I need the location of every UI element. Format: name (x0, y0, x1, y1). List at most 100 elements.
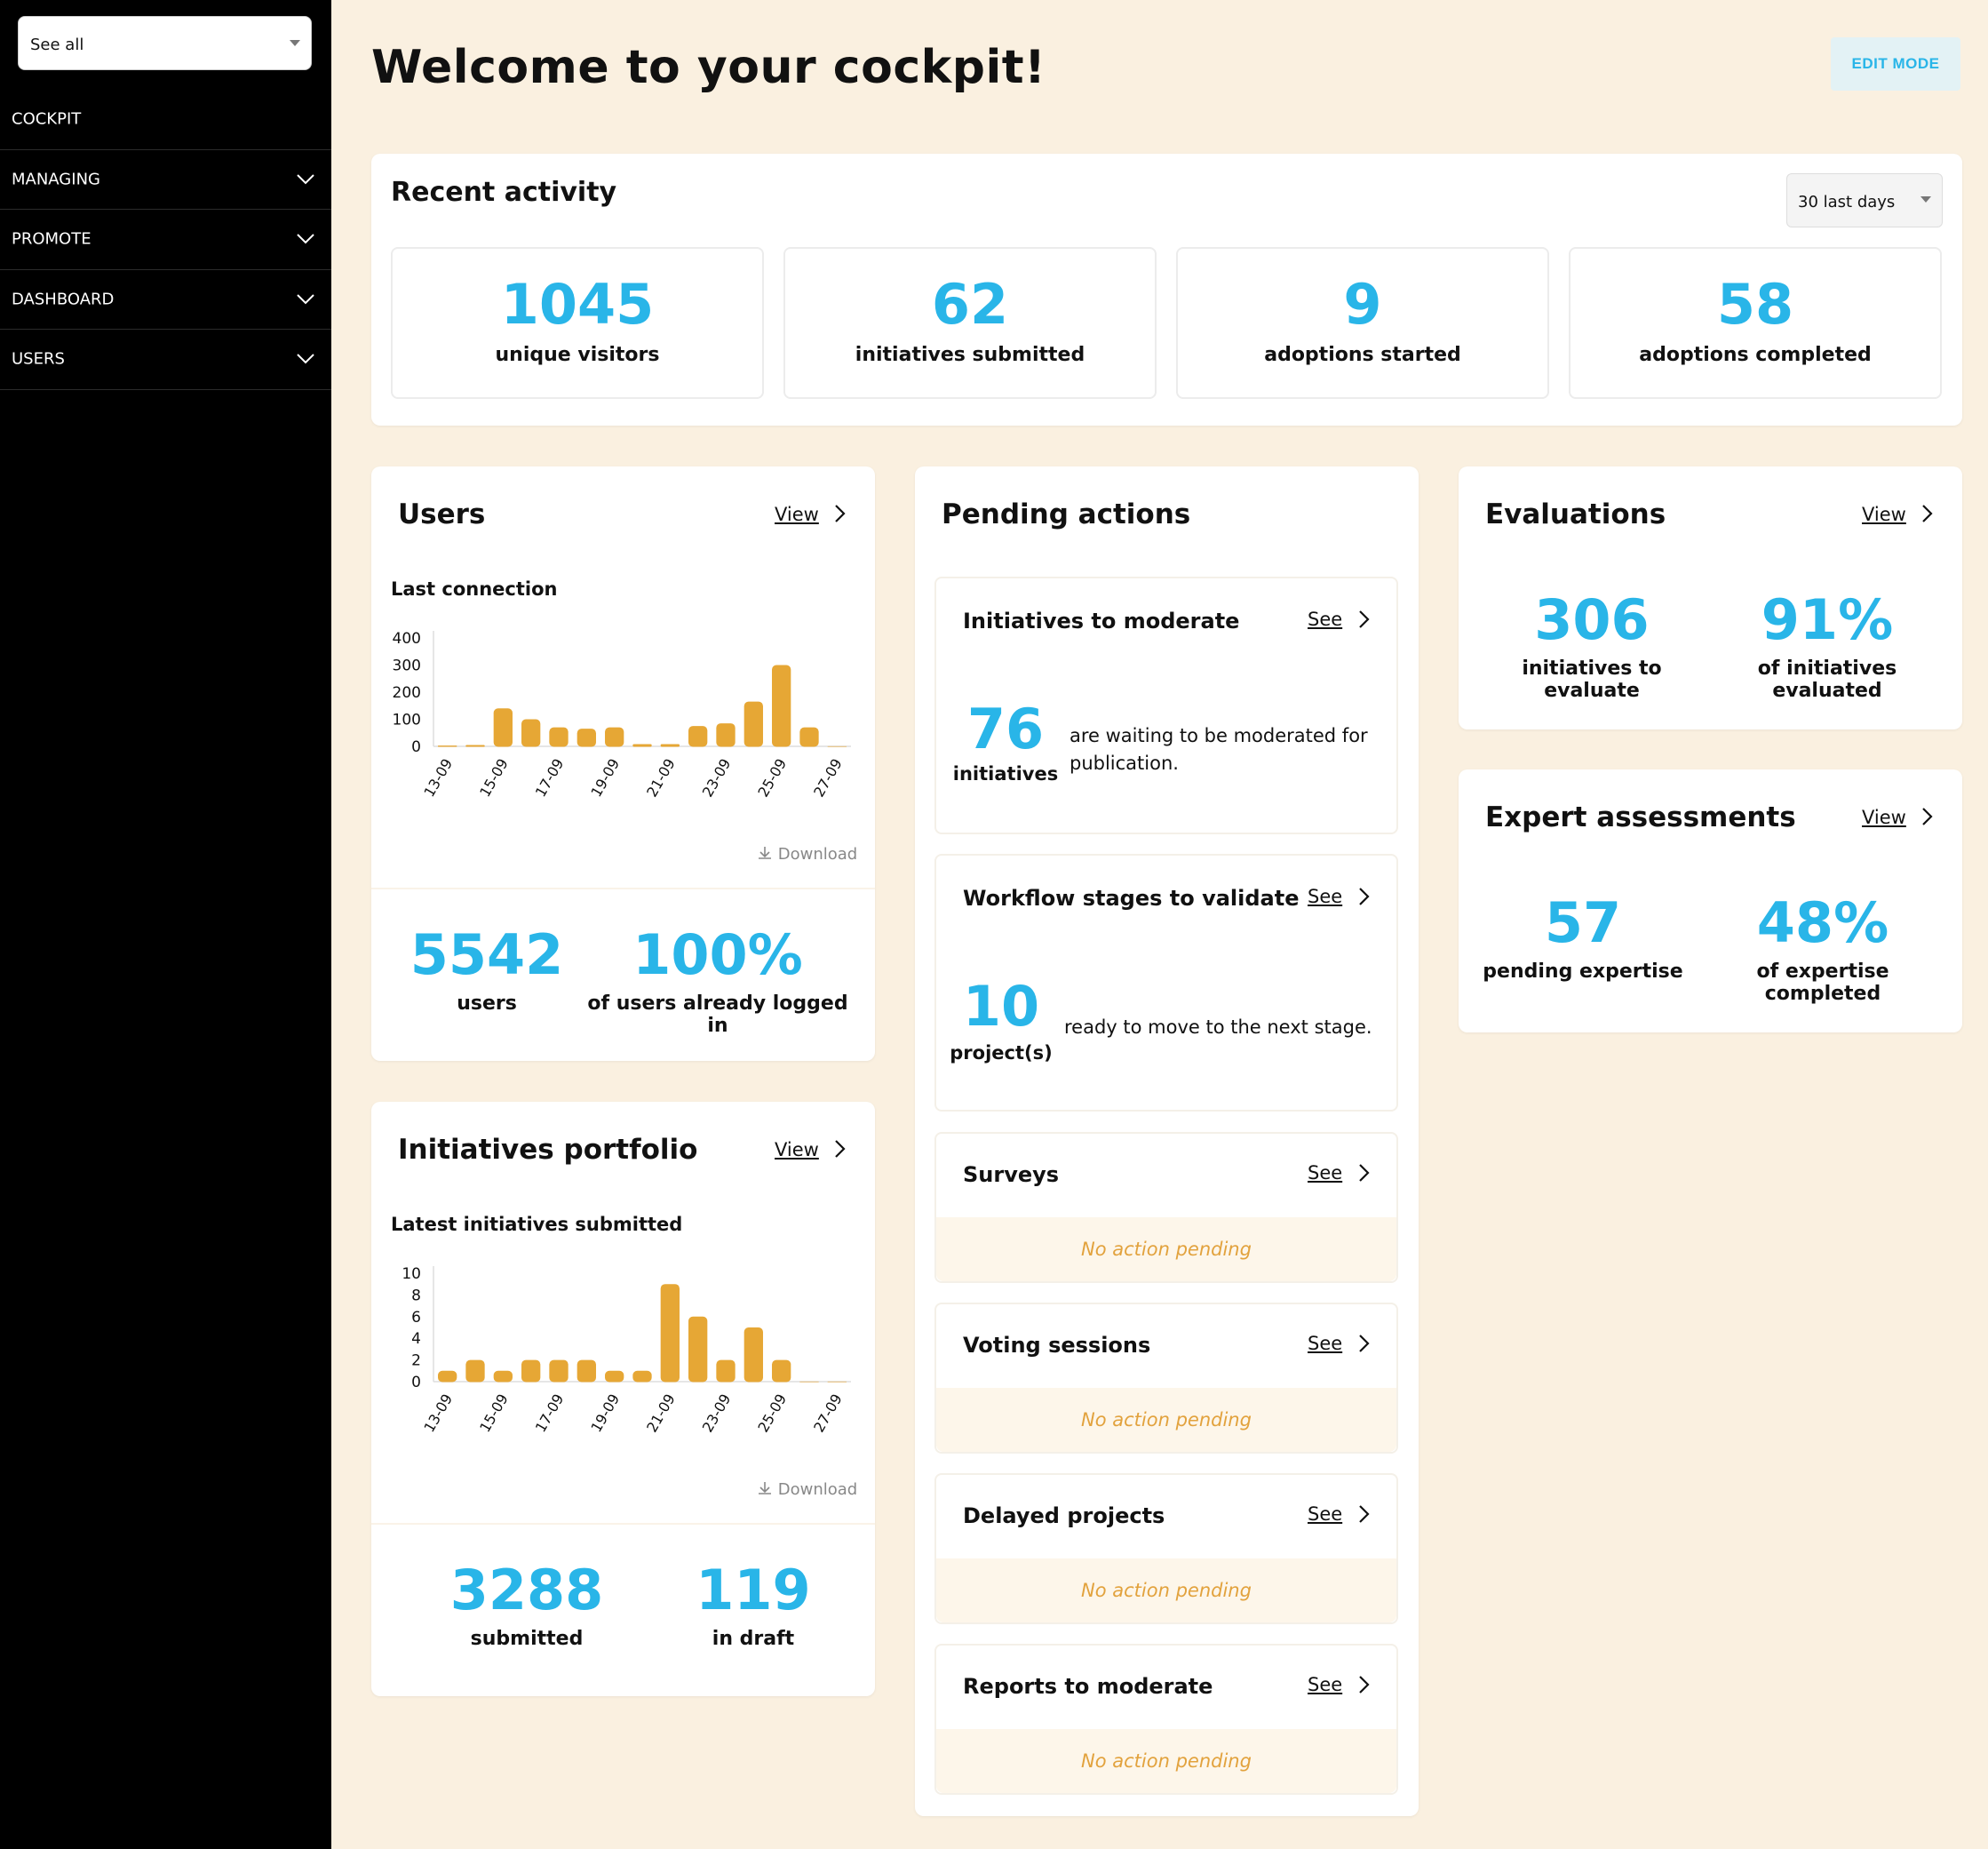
stat-initiatives-submitted: 62 initiatives submitted (783, 247, 1157, 399)
chevron-down-icon (297, 354, 314, 364)
evaluations-card: Evaluations View 306 initiatives to eval… (1459, 466, 1962, 729)
bar-14-09 (465, 1359, 485, 1383)
users-download-button[interactable]: Download (757, 845, 857, 864)
surveys-see-link[interactable]: See (1308, 1162, 1343, 1184)
y-tick-label: 4 (411, 1330, 421, 1348)
edit-mode-button[interactable]: EDIT MODE (1831, 37, 1960, 91)
evaluated-value: 91% (1761, 587, 1894, 652)
delayed-see-link[interactable]: See (1308, 1503, 1343, 1525)
section-title: Initiatives to moderate (963, 609, 1240, 634)
y-tick-label: 10 (402, 1265, 421, 1283)
users-count-label: users (457, 992, 517, 1015)
divider (371, 888, 875, 889)
chevron-right-icon (1359, 1164, 1370, 1182)
bar-22-09 (688, 1316, 708, 1383)
x-tick-label: 25-09 (754, 1391, 790, 1436)
workflow-see-link[interactable]: See (1308, 886, 1343, 907)
section-title: Voting sessions (963, 1333, 1151, 1358)
sidebar-item-cockpit[interactable]: COCKPIT (0, 90, 331, 150)
bar-22-09 (688, 726, 708, 747)
chevron-down-icon (297, 174, 314, 185)
pending-delayed-section: Delayed projects See No action pending (934, 1473, 1398, 1624)
stat-value: 58 (1716, 272, 1794, 337)
chevron-right-icon (1359, 1505, 1370, 1523)
sidebar-item-label: PROMOTE (12, 229, 91, 249)
bar-19-09 (605, 727, 624, 747)
sidebar-item-dashboard[interactable]: DASHBOARD (0, 270, 331, 330)
divider (371, 1523, 875, 1525)
pending-title: Pending actions (942, 498, 1191, 530)
page-title: Welcome to your cockpit! (371, 41, 1046, 94)
y-tick-label: 100 (393, 712, 421, 729)
y-tick-label: 0 (411, 738, 421, 756)
bar-13-09 (438, 1370, 457, 1383)
x-tick-label: 21-09 (643, 756, 679, 801)
users-logged-label: of users already logged in (587, 992, 848, 1037)
stat-label: initiatives submitted (855, 344, 1085, 366)
chevron-right-icon (1359, 888, 1370, 905)
period-select[interactable]: 30 last days (1786, 173, 1943, 227)
x-tick-label: 13-09 (420, 1391, 456, 1436)
voting-see-link[interactable]: See (1308, 1333, 1343, 1354)
evaluations-view-link[interactable]: View (1862, 504, 1906, 525)
recent-activity-title: Recent activity (391, 177, 617, 208)
evaluate-label: initiatives to evaluate (1522, 658, 1662, 702)
sidebar-item-managing[interactable]: MANAGING (0, 150, 331, 210)
users-view-link[interactable]: View (775, 504, 819, 525)
bar-17-09 (549, 727, 569, 747)
pending-surveys-section: Surveys See No action pending (934, 1132, 1398, 1283)
portfolio-chart-label: Latest initiatives submitted (391, 1214, 683, 1235)
x-tick-label: 19-09 (587, 1391, 623, 1436)
y-tick-label: 8 (411, 1287, 421, 1304)
bar-26-09 (799, 1381, 819, 1383)
x-tick-label: 23-09 (699, 756, 735, 801)
bar-16-09 (521, 719, 541, 747)
users-logged-value: 100% (632, 922, 803, 987)
download-icon (759, 847, 771, 859)
moderate-unit: initiatives (952, 763, 1059, 785)
moderate-see-link[interactable]: See (1308, 609, 1343, 630)
reports-see-link[interactable]: See (1308, 1674, 1343, 1695)
initiatives-portfolio-card: Initiatives portfolio View Latest initia… (371, 1102, 875, 1696)
pending-expertise-value: 57 (1544, 890, 1622, 955)
x-tick-label: 15-09 (476, 1391, 512, 1436)
chevron-right-icon (1359, 610, 1370, 628)
x-tick-label: 21-09 (643, 1391, 679, 1436)
x-tick-label: 25-09 (754, 756, 790, 801)
section-title: Workflow stages to validate (963, 886, 1300, 911)
download-icon (759, 1482, 771, 1494)
bar-13-09 (438, 745, 457, 747)
x-tick-label: 27-09 (810, 756, 846, 801)
users-count-value: 5542 (410, 922, 564, 987)
x-tick-label: 19-09 (587, 756, 623, 801)
bar-24-09 (744, 1327, 763, 1383)
stat-label: adoptions completed (1639, 344, 1872, 366)
portfolio-download-button[interactable]: Download (757, 1480, 857, 1499)
empty-state: No action pending (936, 1388, 1396, 1452)
expert-title: Expert assessments (1485, 801, 1796, 833)
sidebar-item-promote[interactable]: PROMOTE (0, 210, 331, 270)
bar-25-09 (772, 1359, 791, 1383)
x-tick-label: 17-09 (532, 1391, 568, 1436)
expert-view-link[interactable]: View (1862, 807, 1906, 828)
portfolio-view-link[interactable]: View (775, 1139, 819, 1160)
draft-value: 119 (696, 1558, 811, 1622)
x-tick-label: 17-09 (532, 756, 568, 801)
scope-select[interactable]: See all (18, 16, 312, 70)
bar-21-09 (660, 1284, 680, 1383)
bar-20-09 (632, 1370, 652, 1383)
pending-workflow-section: Workflow stages to validate See 10 proje… (934, 854, 1398, 1112)
sidebar-item-label: MANAGING (12, 170, 100, 189)
sidebar-item-users[interactable]: USERS (0, 330, 331, 390)
x-tick-label: 27-09 (810, 1391, 846, 1436)
stat-label: unique visitors (495, 344, 660, 366)
stat-adoptions-completed: 58 adoptions completed (1569, 247, 1942, 399)
empty-state: No action pending (936, 1558, 1396, 1622)
chevron-right-icon (1922, 808, 1933, 825)
empty-state: No action pending (936, 1729, 1396, 1793)
users-chart-label: Last connection (391, 578, 558, 600)
chevron-right-icon (835, 505, 846, 522)
workflow-unit: project(s) (950, 1042, 1053, 1064)
sidebar-item-label: COCKPIT (12, 109, 82, 129)
bar-14-09 (465, 745, 485, 747)
